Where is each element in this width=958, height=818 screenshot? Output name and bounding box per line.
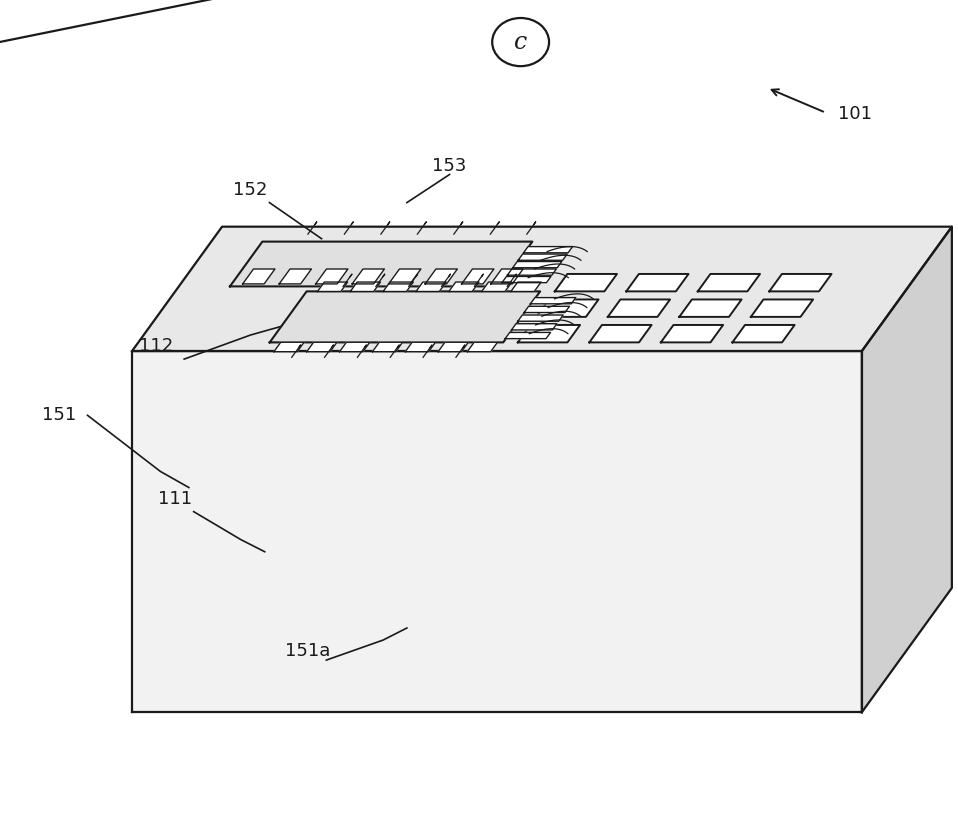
Polygon shape [524,306,569,312]
Polygon shape [279,269,311,284]
Polygon shape [751,299,813,317]
Text: 151a: 151a [285,642,331,660]
Polygon shape [679,299,741,317]
Polygon shape [511,282,541,291]
Polygon shape [389,269,421,284]
Polygon shape [508,269,557,275]
Polygon shape [627,274,689,291]
Polygon shape [531,298,576,303]
Text: c: c [514,30,527,53]
Polygon shape [490,269,523,284]
Polygon shape [383,282,413,291]
Polygon shape [316,269,348,284]
Polygon shape [505,332,551,339]
Polygon shape [555,274,617,291]
Polygon shape [307,342,337,352]
Polygon shape [482,282,512,291]
Polygon shape [132,351,862,712]
Polygon shape [317,282,348,291]
Polygon shape [732,325,794,343]
Polygon shape [523,246,573,253]
Polygon shape [661,325,723,343]
Polygon shape [425,269,457,284]
Polygon shape [270,291,540,343]
Text: 152: 152 [234,181,267,199]
Polygon shape [416,282,446,291]
Text: 101: 101 [838,106,872,124]
Polygon shape [339,342,370,352]
Polygon shape [589,325,651,343]
Polygon shape [351,282,380,291]
Polygon shape [449,282,479,291]
Polygon shape [242,269,275,284]
Text: 153: 153 [432,156,467,174]
Polygon shape [513,262,561,267]
Text: 151: 151 [42,407,77,425]
Polygon shape [132,227,952,351]
Text: 111: 111 [158,490,192,508]
Polygon shape [468,342,497,352]
Polygon shape [697,274,760,291]
Polygon shape [405,342,436,352]
Text: 112: 112 [139,337,172,355]
Polygon shape [607,299,670,317]
Polygon shape [518,315,563,321]
Polygon shape [862,227,952,712]
Polygon shape [462,269,494,284]
Polygon shape [353,269,384,284]
Polygon shape [518,254,567,260]
Polygon shape [518,325,580,343]
Polygon shape [373,342,402,352]
Polygon shape [512,324,557,330]
Polygon shape [536,299,599,317]
Polygon shape [274,342,304,352]
Polygon shape [502,276,551,283]
Polygon shape [230,241,533,286]
Polygon shape [769,274,832,291]
Polygon shape [438,342,468,352]
